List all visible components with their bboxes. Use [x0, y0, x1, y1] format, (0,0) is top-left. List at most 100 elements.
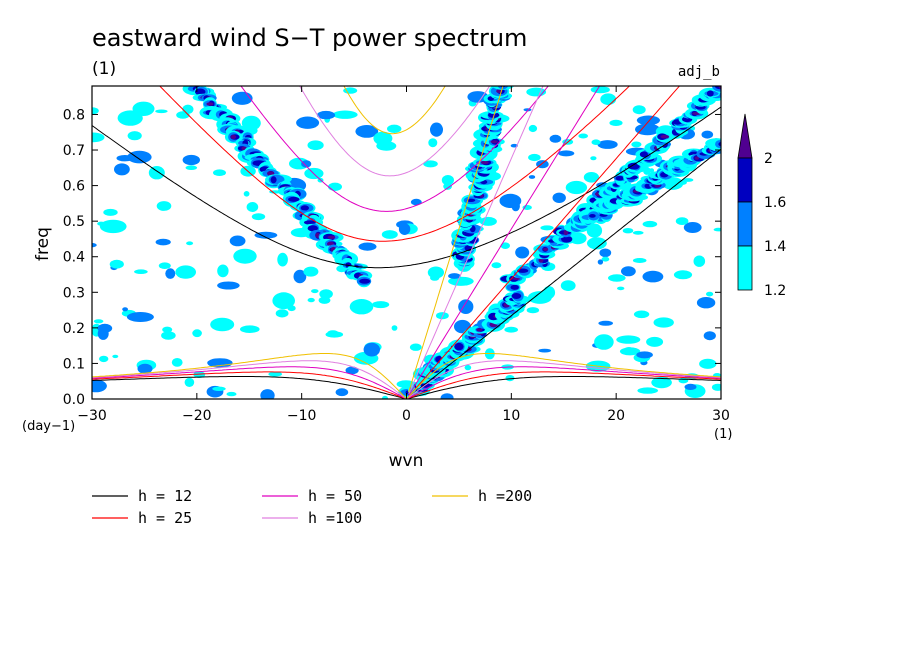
y-tick-label: 0.7	[63, 143, 85, 159]
heat-cell	[92, 107, 99, 115]
heat-cell	[631, 141, 642, 148]
heat-cell	[476, 328, 483, 332]
heat-cell	[241, 115, 261, 131]
heat-cell	[583, 172, 600, 183]
x-tick-label: 0	[402, 408, 411, 424]
heat-cell	[230, 134, 237, 140]
heat-cell	[454, 342, 464, 351]
heat-cell	[563, 229, 569, 236]
heat-cell	[92, 379, 107, 393]
colorbar-cap	[737, 113, 753, 159]
x-tick-label: −10	[287, 408, 317, 424]
heat-cell	[288, 196, 300, 202]
heat-cell	[479, 216, 497, 226]
y-tick-label: 0.6	[63, 179, 85, 195]
heat-cell	[391, 325, 398, 331]
heat-cell	[622, 228, 634, 234]
heat-cell	[358, 242, 377, 251]
heat-cell	[713, 227, 721, 232]
heat-cell	[430, 122, 443, 137]
heat-cell	[325, 331, 344, 338]
heat-cell	[134, 269, 148, 275]
heat-cell	[642, 220, 658, 228]
dispersion-curve-kelvin	[408, 86, 681, 397]
legend-label: h = 50	[308, 487, 362, 505]
dispersion-curve-ig	[343, 86, 446, 135]
heat-cell	[497, 86, 509, 90]
heat-cell	[632, 105, 646, 115]
power-heatmap	[92, 86, 721, 399]
heat-cell	[155, 109, 168, 114]
heat-cell	[161, 331, 176, 340]
heat-cell	[97, 221, 105, 226]
heat-cell	[176, 111, 190, 119]
heat-cell	[428, 138, 438, 148]
x-tick-label: 30	[712, 408, 730, 424]
heat-cell	[440, 393, 454, 399]
y-tick-label: 0.2	[63, 321, 85, 337]
heat-cell	[171, 358, 183, 367]
y-units-label: (day−1)	[22, 419, 75, 434]
x-units-label: (1)	[714, 427, 732, 442]
heat-cell	[251, 213, 266, 221]
heat-cell	[316, 110, 336, 120]
dispersion-curve-kelvin	[408, 86, 601, 396]
heat-cell	[590, 156, 597, 161]
heat-cell	[703, 331, 716, 341]
heat-cell	[633, 310, 650, 319]
heat-cell	[363, 342, 380, 357]
heat-cell	[327, 235, 336, 239]
legend-label: h = 12	[138, 487, 192, 505]
heat-cell	[515, 246, 530, 259]
heat-cell	[701, 130, 714, 139]
legend-label: h = 25	[138, 509, 192, 527]
heat-cell	[699, 358, 717, 369]
heat-cell	[155, 238, 171, 246]
heat-cell	[304, 268, 314, 277]
heat-cell	[597, 259, 604, 265]
heat-cell	[540, 225, 554, 231]
heat-cell	[458, 299, 474, 315]
legend: h = 12 h = 25 h = 50 h =100 h =200	[92, 487, 532, 527]
dispersion-curve-rossby	[92, 366, 721, 399]
heat-cell	[543, 247, 549, 251]
heat-cell	[448, 273, 461, 279]
heat-cell	[587, 237, 607, 250]
heat-cell	[427, 266, 444, 279]
heat-cell	[594, 334, 614, 350]
heat-cell	[578, 133, 588, 139]
heat-cell	[229, 235, 246, 247]
heat-cell	[694, 156, 700, 160]
x-tick-label: 20	[607, 408, 625, 424]
heat-cell	[381, 395, 389, 399]
heat-cell	[301, 160, 312, 168]
heat-cell	[528, 175, 536, 179]
heat-cell	[511, 277, 521, 281]
heat-cell	[300, 205, 309, 211]
heat-cell	[217, 264, 229, 278]
heat-cell	[549, 134, 562, 143]
x-axis-label: wvn	[389, 451, 424, 471]
heat-cell	[678, 377, 689, 384]
colorbar-label: 1.4	[764, 239, 786, 255]
heat-cell	[92, 243, 97, 248]
dispersion-curve-kelvin	[408, 86, 504, 393]
heat-cell	[212, 386, 226, 391]
heat-cell	[601, 256, 610, 262]
heat-cell	[646, 336, 664, 347]
heat-cell	[185, 165, 198, 170]
heat-cell	[182, 154, 200, 166]
heat-cell	[423, 160, 438, 168]
heat-cell	[558, 150, 575, 157]
heat-cell	[683, 222, 702, 233]
heat-cell	[684, 383, 697, 390]
heat-cell	[706, 90, 714, 97]
x-tick-label: −30	[77, 408, 107, 424]
heat-cell	[246, 202, 259, 212]
heat-cell	[660, 134, 669, 139]
heat-cell	[673, 270, 693, 280]
chart-title: eastward wind S−T power spectrum	[92, 24, 527, 52]
colorbar-label: 1.2	[764, 283, 786, 299]
colorbar: 2 1.6 1.4 1.2	[737, 113, 786, 299]
heat-cell	[621, 266, 636, 277]
